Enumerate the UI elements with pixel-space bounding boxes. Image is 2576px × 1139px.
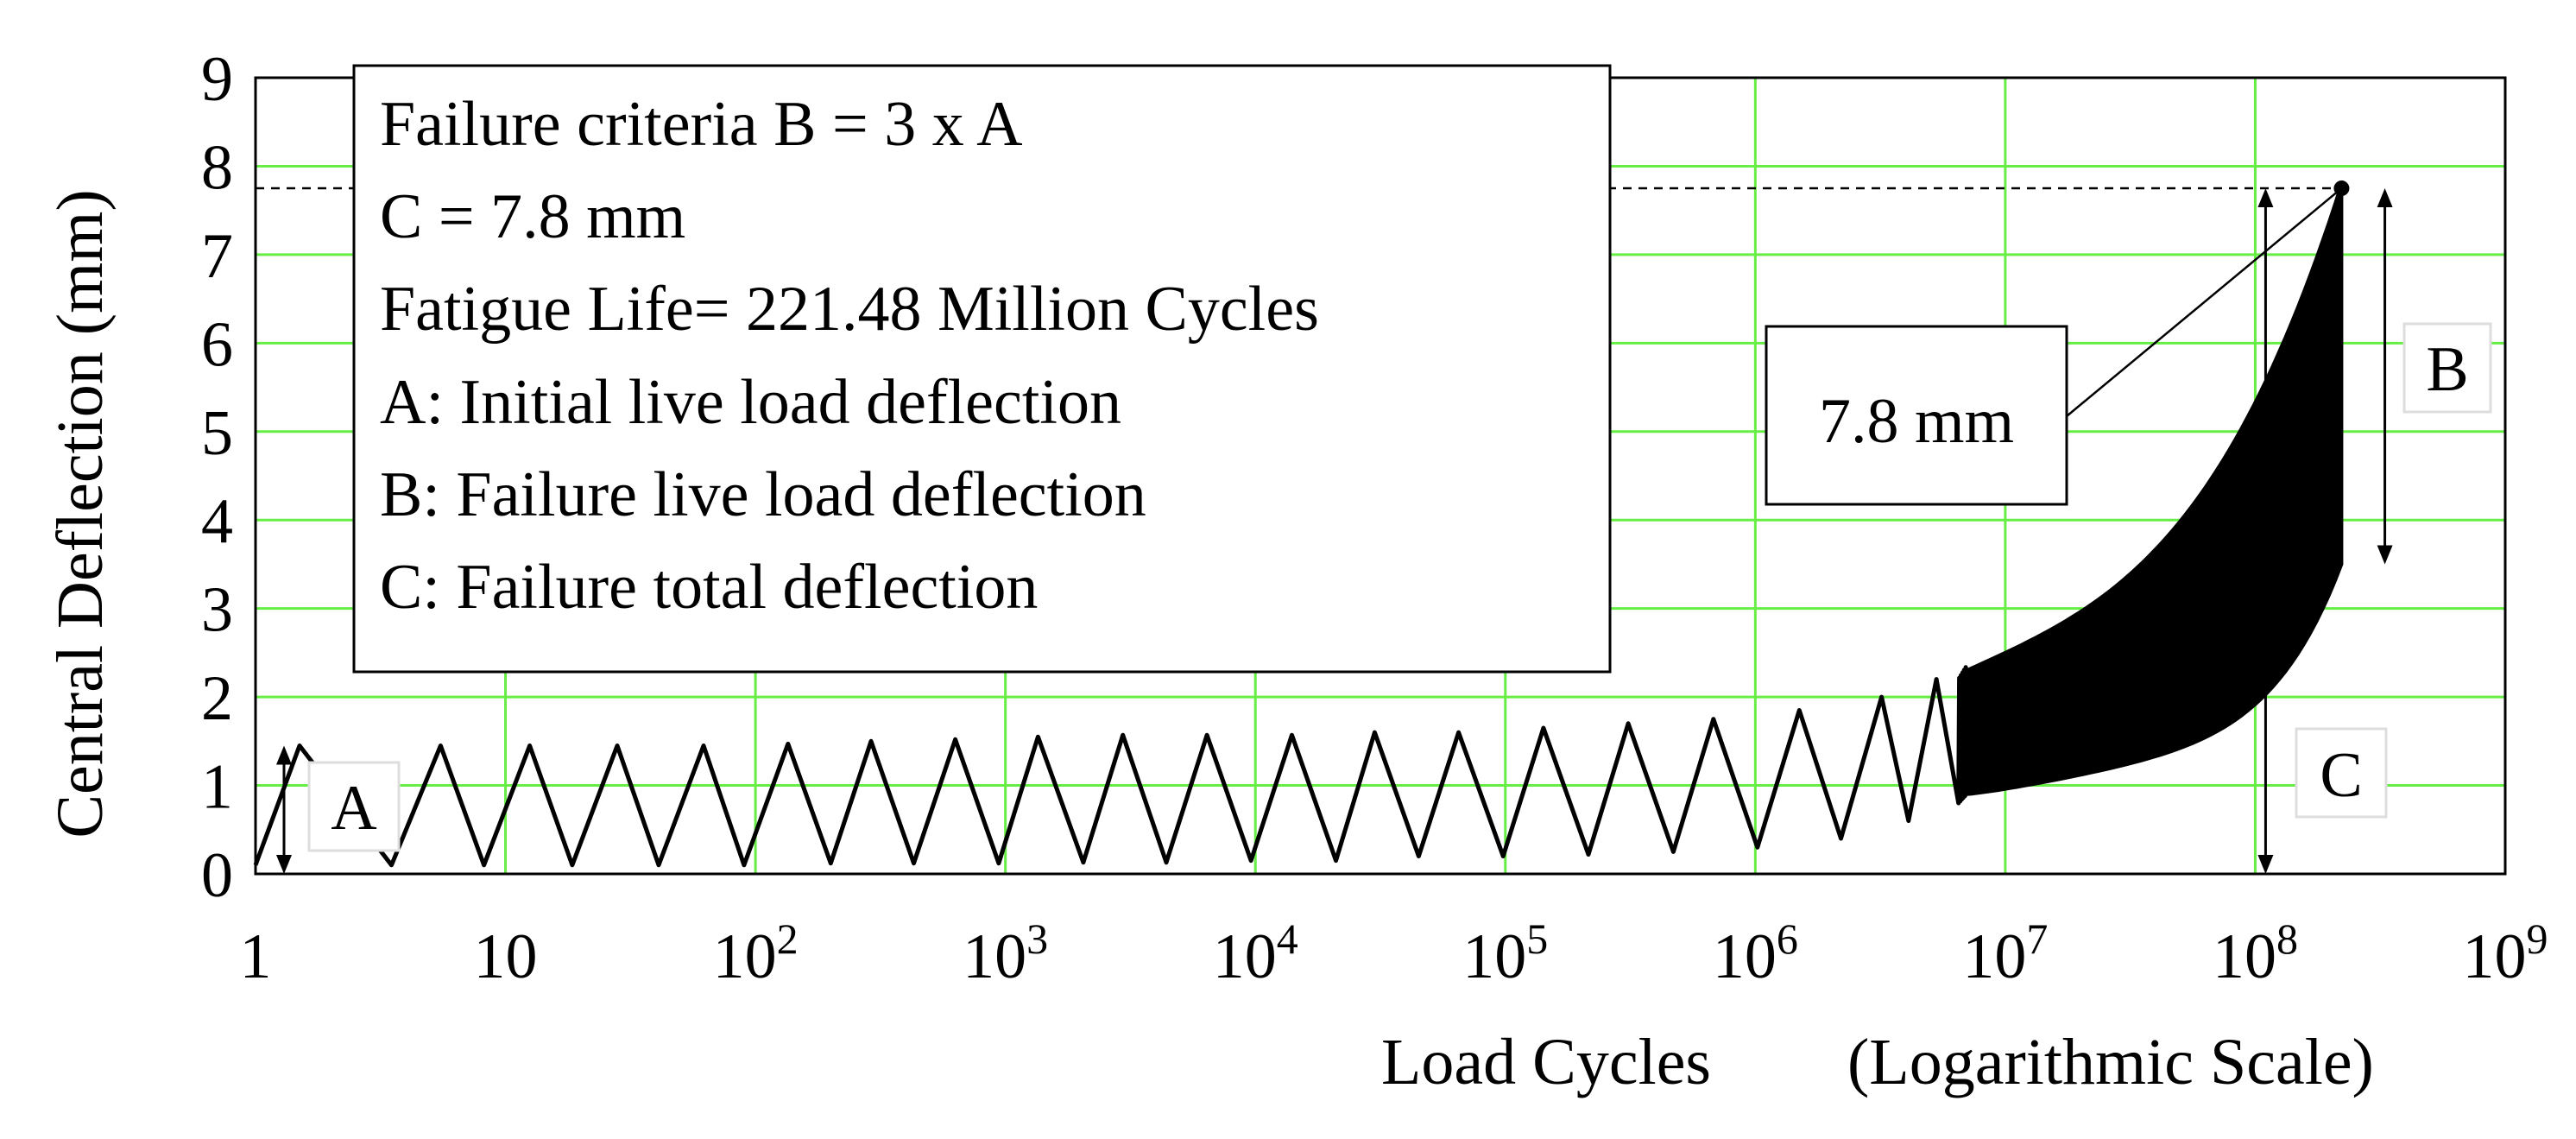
x-tick-label: 108 — [2213, 914, 2298, 992]
y-tick-label: 5 — [201, 398, 233, 469]
callout-leader-line — [2066, 187, 2343, 417]
y-axis-ticks: 0 1 2 3 4 5 6 7 8 9 — [201, 44, 233, 911]
y-tick-label: 7 — [201, 221, 233, 292]
x-tick-label: 106 — [1713, 914, 1798, 992]
arrow-a-head-top — [275, 745, 292, 765]
legend-line-1: Failure criteria B = 3 x A — [380, 89, 1023, 160]
x-tick-label: 109 — [2463, 914, 2548, 992]
deflection-series-line — [253, 665, 1969, 868]
arrow-c-head-top — [2257, 188, 2274, 208]
x-tick-label: 1 — [240, 921, 272, 992]
legend-line-6: C: Failure total deflection — [380, 552, 1038, 623]
arrow-b-head-top — [2377, 188, 2393, 208]
x-tick-label: 104 — [1213, 914, 1298, 992]
failure-point-marker — [2333, 180, 2350, 197]
callout-box: 7.8 mm — [1765, 325, 2068, 506]
label-box-a: A — [307, 761, 401, 852]
y-tick-label: 9 — [201, 44, 233, 115]
x-axis-ticks: 1 10 102 103 104 105 106 107 108 109 — [240, 914, 2548, 992]
x-axis-scale-note: (Logarithmic Scale) — [1847, 1026, 2374, 1098]
label-b: B — [2426, 334, 2468, 405]
legend-line-3: Fatigue Life= 221.48 Million Cycles — [380, 274, 1319, 345]
arrow-b-head-bottom — [2377, 545, 2393, 565]
legend-line-2: C = 7.8 mm — [380, 181, 685, 252]
arrow-c-head-bottom — [2257, 855, 2274, 874]
y-tick-label: 1 — [201, 752, 233, 823]
label-c: C — [2320, 740, 2362, 811]
legend-line-4: A: Initial live load deflection — [380, 367, 1121, 438]
arrow-a-head-bottom — [275, 855, 292, 874]
label-box-c: C — [2295, 727, 2388, 819]
y-tick-label: 0 — [201, 840, 233, 911]
dimension-arrows — [275, 188, 2393, 874]
y-tick-label: 3 — [201, 575, 233, 646]
legend-line-5: B: Failure live load deflection — [380, 459, 1146, 530]
label-box-b: B — [2402, 322, 2492, 414]
x-tick-label: 10 — [474, 921, 538, 992]
y-tick-label: 8 — [201, 132, 233, 203]
y-tick-label: 4 — [201, 486, 233, 557]
y-axis-label: Central Deflection (mm) — [44, 189, 117, 838]
y-tick-label: 2 — [201, 663, 233, 734]
x-axis-label: Load Cycles — [1381, 1026, 1711, 1098]
x-tick-label: 102 — [713, 914, 799, 992]
callout-label: 7.8 mm — [1819, 386, 2014, 457]
y-tick-label: 6 — [201, 309, 233, 380]
deflection-dense-band — [1965, 183, 2344, 797]
x-tick-label: 105 — [1462, 914, 1548, 992]
label-a: A — [331, 773, 376, 844]
x-tick-label: 107 — [1962, 914, 2048, 992]
legend-box: Failure criteria B = 3 x A C = 7.8 mm Fa… — [352, 64, 1612, 674]
x-tick-label: 103 — [963, 914, 1048, 992]
